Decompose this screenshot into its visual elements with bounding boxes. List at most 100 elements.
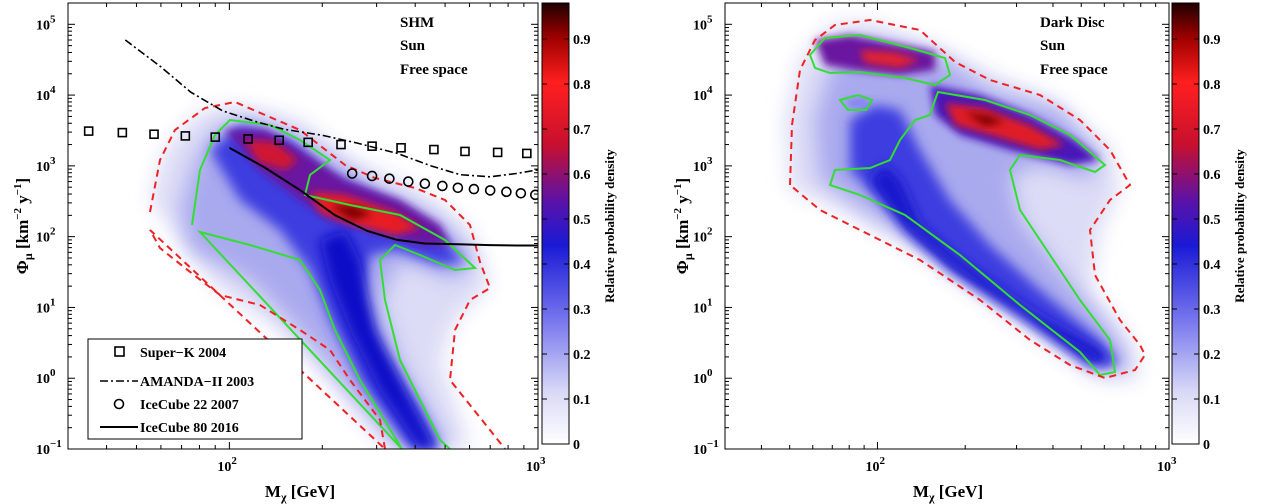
- left-axes-frame: [67, 2, 539, 450]
- left-legend: Super−K 2004 AMANDA−II 2003 IceCube 22 2…: [87, 338, 303, 440]
- left-colorbar-tick-label: 0: [573, 438, 580, 453]
- right-xtick-label: 102: [865, 455, 885, 475]
- left-colorbar: [541, 2, 570, 445]
- legend-label-super-k: Super−K 2004: [140, 346, 226, 361]
- super-k-point: [522, 148, 532, 159]
- icecube80-line: [228, 146, 538, 247]
- icecube22-point: [384, 173, 395, 184]
- legend-label-amanda: AMANDA−II 2003: [140, 375, 254, 390]
- super-k-point: [460, 146, 470, 157]
- left-ytick-label: 101: [36, 296, 56, 316]
- left-xlabel: Mχ [GeV]: [265, 482, 335, 504]
- left-colorbar-tick-label: 0.3: [573, 303, 591, 318]
- right-annotation-line2: Sun: [1040, 38, 1066, 54]
- left-colorbar-tick-label: 0.4: [573, 258, 591, 273]
- right-colorbar-label: Relative probability density: [1232, 149, 1247, 303]
- icecube22-point: [437, 180, 448, 192]
- left-colorbar-tick-label: 0.5: [573, 213, 591, 228]
- right-axes-frame: [724, 2, 1170, 450]
- left-annotation-line1: SHM: [400, 15, 434, 31]
- left-colorbar-tick-label: 0.2: [573, 348, 591, 363]
- icecube22-point: [501, 186, 512, 198]
- left-xtick-label: 103: [526, 455, 546, 475]
- super-k-point: [336, 139, 346, 150]
- right-colorbar-tick-label: 0.5: [1203, 213, 1221, 228]
- icecube22-point: [366, 170, 378, 182]
- icecube22-point: [452, 182, 464, 194]
- right-annotation-line1: Dark Disc: [1040, 15, 1105, 31]
- right-colorbar-ticks: 0 0.1 0.2 0.3 0.4 0.5 0.6 0.7 0.8 0.9: [1172, 33, 1221, 453]
- right-colorbar-tick-label: 0.3: [1203, 303, 1221, 318]
- right-ytick-label: 100: [693, 367, 713, 387]
- right-ytick-label: 104: [693, 84, 713, 104]
- super-k-point: [396, 143, 406, 153]
- super-k-point: [367, 141, 377, 151]
- left-colorbar-tick-label: 0.6: [573, 168, 591, 183]
- right-ylabel: Φμ [km−2 y−1]: [672, 178, 695, 274]
- left-colorbar-tick-label: 0.9: [573, 33, 591, 48]
- super-k-point: [149, 129, 159, 140]
- left-ytick-label: 105: [36, 13, 56, 33]
- right-contour-68-upper: [808, 33, 952, 87]
- icecube22-point: [346, 168, 358, 179]
- right-colorbar-tick-label: 0.4: [1203, 258, 1221, 273]
- left-ytick-label: 104: [36, 84, 56, 104]
- left-colorbar-tick-label: 0.8: [573, 78, 591, 93]
- super-k-point: [117, 127, 128, 138]
- left-ytick-label: 103: [36, 155, 56, 175]
- legend-label-icecube22: IceCube 22 2007: [140, 398, 239, 413]
- legend-label-icecube80: IceCube 80 2016: [140, 421, 239, 436]
- amanda-line: [124, 39, 538, 178]
- super-k-point: [180, 131, 191, 141]
- left-contour-68: [191, 118, 478, 449]
- left-colorbar-tick-label: 0.7: [573, 123, 591, 138]
- left-xtick-label: 102: [217, 455, 237, 475]
- super-k-point: [83, 126, 94, 136]
- right-colorbar-tick-label: 0: [1203, 438, 1210, 453]
- icecube22-point: [515, 187, 527, 199]
- left-colorbar-ticks: 0 0.1 0.2 0.3 0.4 0.5 0.6 0.7 0.8 0.9: [542, 33, 591, 453]
- right-colorbar: [1171, 2, 1200, 445]
- left-ytick-label: 10−1: [36, 438, 62, 458]
- right-contour-68-blob: [838, 93, 874, 111]
- icecube22-point: [484, 185, 496, 196]
- right-colorbar-tick-label: 0.8: [1203, 78, 1221, 93]
- left-colorbar-label: Relative probability density: [602, 149, 617, 303]
- right-xlabel: Mχ [GeV]: [913, 482, 983, 504]
- right-colorbar-tick-label: 0.1: [1203, 393, 1221, 408]
- super-k-point: [210, 132, 221, 142]
- icecube22-point: [468, 183, 480, 195]
- left-annotation-line2: Sun: [400, 38, 426, 54]
- left-limits: [83, 39, 538, 247]
- icecube22-point: [419, 178, 431, 189]
- left-ylabel: Φμ [km−2 y−1]: [12, 178, 35, 274]
- left-contour-95: [149, 100, 506, 449]
- right-ticks: 10−1 100 101 102 103 104 105 102 103: [693, 2, 1177, 475]
- left-annotation-line3: Free space: [400, 62, 468, 78]
- right-ytick-label: 102: [693, 226, 713, 246]
- left-density-map: [149, 100, 506, 449]
- right-colorbar-tick-label: 0.9: [1203, 33, 1221, 48]
- right-colorbar-tick-label: 0.2: [1203, 348, 1221, 363]
- right-ytick-label: 10−1: [693, 438, 719, 458]
- icecube22-point: [403, 176, 414, 187]
- legend-symbol-circles: [113, 398, 125, 410]
- left-colorbar-tick-label: 0.1: [573, 393, 591, 408]
- icecube22-point: [529, 189, 538, 201]
- left-ticks: 10−1 100 101 102 103 104 105 102 103: [36, 2, 546, 475]
- legend-symbol-squares: [114, 346, 125, 357]
- right-annotation-line3: Free space: [1040, 62, 1108, 78]
- super-k-point: [492, 147, 503, 158]
- right-ytick-label: 105: [693, 13, 713, 33]
- super-k-point: [429, 144, 439, 155]
- left-ytick-label: 102: [36, 226, 56, 246]
- super-k-point: [243, 134, 253, 144]
- left-ytick-label: 100: [36, 367, 56, 387]
- right-ytick-label: 103: [693, 155, 713, 175]
- right-ytick-label: 101: [693, 296, 713, 316]
- right-xtick-label: 103: [1157, 455, 1177, 475]
- super-k-point: [303, 137, 313, 148]
- right-contour-68-main: [828, 90, 1117, 377]
- right-colorbar-tick-label: 0.6: [1203, 168, 1221, 183]
